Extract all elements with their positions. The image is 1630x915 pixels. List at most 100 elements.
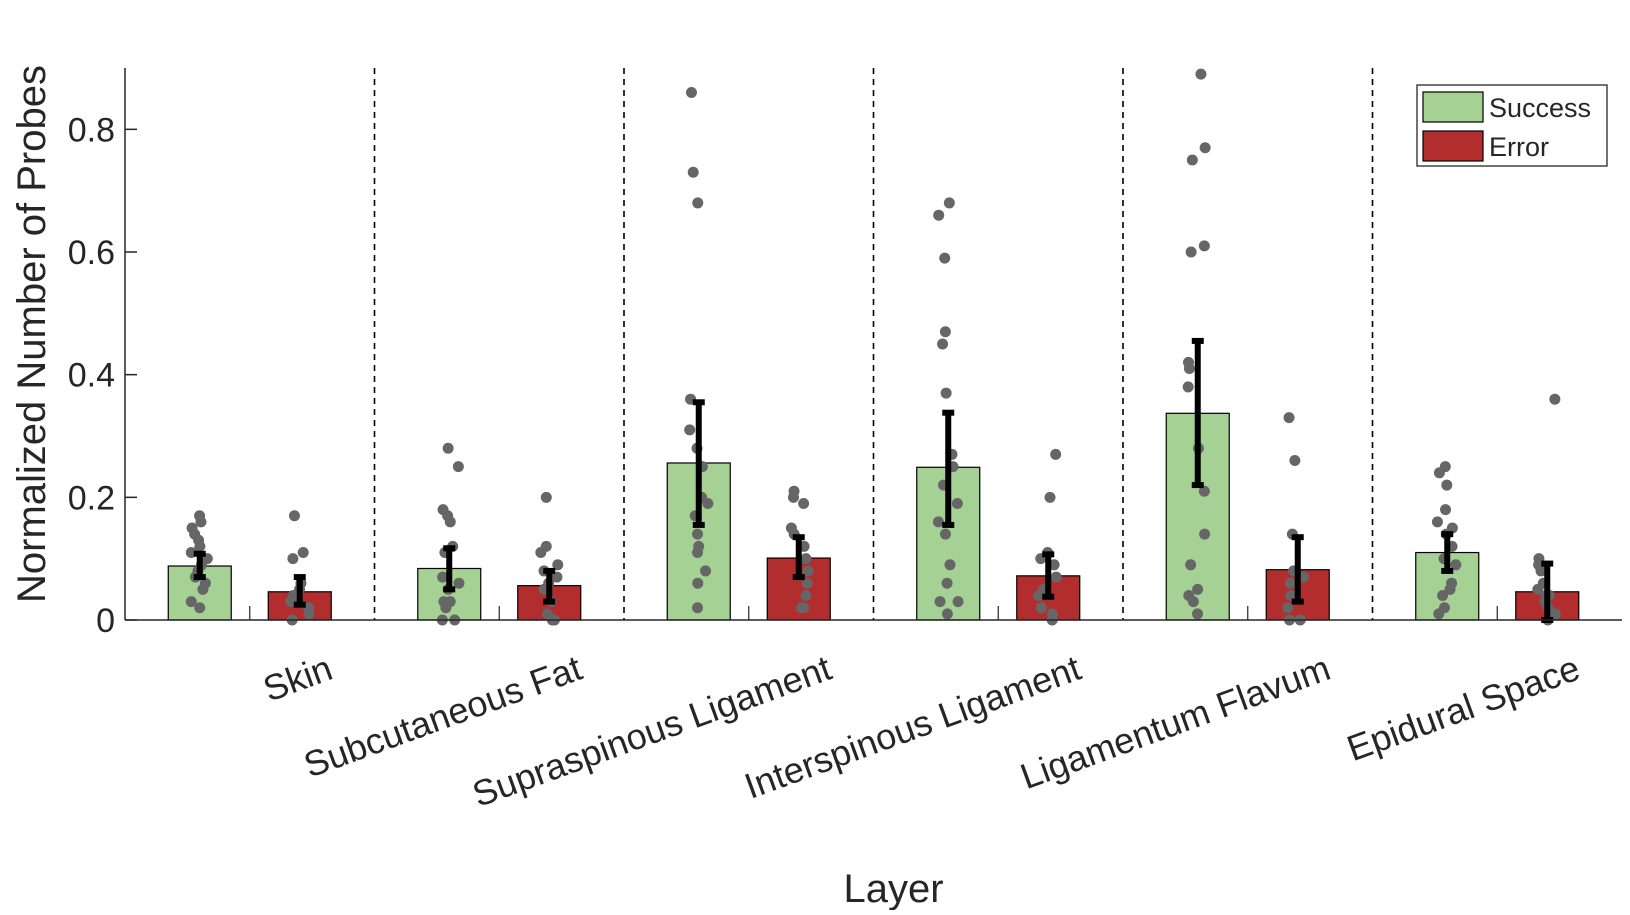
data-point [287, 553, 299, 565]
data-point [437, 571, 449, 583]
data-point [1549, 393, 1561, 405]
data-point [1192, 608, 1204, 620]
data-point [1289, 455, 1301, 467]
data-point [952, 596, 964, 608]
legend-swatch-success [1422, 91, 1484, 123]
data-point [692, 547, 704, 559]
data-point [297, 547, 309, 559]
errorbars-layer [193, 337, 1554, 623]
data-point [1198, 240, 1210, 252]
data-point [939, 252, 951, 264]
y-tick-label: 0 [96, 602, 115, 640]
data-point [1050, 448, 1062, 460]
data-point [1192, 583, 1204, 595]
y-tick-label: 0.8 [68, 111, 115, 149]
data-point [1186, 154, 1198, 166]
data-point [551, 571, 563, 583]
data-point [787, 491, 799, 503]
data-point [197, 583, 209, 595]
data-point [303, 608, 315, 620]
data-point [687, 166, 699, 178]
data-point [692, 528, 704, 540]
data-point [702, 497, 714, 509]
data-point [1549, 608, 1561, 620]
data-point [692, 577, 704, 589]
data-point [1198, 485, 1210, 497]
data-point [1182, 381, 1194, 393]
data-point [194, 540, 206, 552]
data-point [1535, 565, 1547, 577]
legend-swatch-error [1422, 130, 1484, 162]
data-point [1035, 602, 1047, 614]
data-point [1450, 559, 1462, 571]
data-point [195, 516, 207, 528]
data-point [939, 528, 951, 540]
data-point [1441, 479, 1453, 491]
data-point [700, 565, 712, 577]
data-point [944, 559, 956, 571]
x-tick-label: Skin [258, 647, 338, 709]
data-point [440, 602, 452, 614]
data-point [1532, 583, 1544, 595]
data-point [1433, 608, 1445, 620]
data-point [1187, 596, 1199, 608]
axes-layer [124, 68, 1622, 621]
legend: Success Error [1416, 84, 1608, 167]
data-point [1440, 504, 1452, 516]
data-point [288, 510, 300, 522]
data-point [800, 553, 812, 565]
data-point [194, 602, 206, 614]
data-point [453, 577, 465, 589]
data-point [943, 197, 955, 209]
category-separators [373, 68, 1374, 620]
data-point [1199, 528, 1211, 540]
data-point [285, 596, 297, 608]
data-point [934, 596, 946, 608]
data-point [941, 577, 953, 589]
data-point [535, 547, 547, 559]
data-point [1283, 412, 1295, 424]
x-axis-title: Layer [843, 867, 943, 910]
data-point [1444, 583, 1456, 595]
data-point [1431, 516, 1443, 528]
data-point [951, 497, 963, 509]
data-point [1195, 68, 1207, 80]
legend-label-error: Error [1489, 132, 1549, 162]
y-axis-title: Normalized Number of Probes [10, 65, 54, 603]
data-point [798, 497, 810, 509]
data-point [800, 589, 812, 601]
data-point [1433, 467, 1445, 479]
data-point [939, 326, 951, 338]
data-point [1183, 363, 1195, 375]
data-point [452, 461, 464, 473]
data-point [1298, 571, 1310, 583]
data-point [685, 87, 697, 99]
data-point [1282, 602, 1294, 614]
data-point [937, 338, 949, 350]
data-point [552, 559, 564, 571]
data-point [1437, 589, 1449, 601]
data-point [1033, 589, 1045, 601]
data-point [684, 424, 696, 436]
data-point [940, 387, 952, 399]
y-tick-label: 0.6 [68, 234, 115, 272]
data-point [1185, 559, 1197, 571]
legend-label-success: Success [1489, 93, 1591, 123]
y-tick-label: 0.4 [68, 357, 115, 395]
data-point [941, 608, 953, 620]
data-point [1284, 577, 1296, 589]
data-point [1048, 559, 1060, 571]
data-point [932, 516, 944, 528]
data-point [933, 209, 945, 221]
data-point [1044, 491, 1056, 503]
data-point [1285, 589, 1297, 601]
data-point [1185, 246, 1197, 258]
data-point [1050, 571, 1062, 583]
data-point [801, 577, 813, 589]
data-point [692, 602, 704, 614]
data-point [802, 565, 814, 577]
data-point [1199, 142, 1211, 154]
y-tick-label: 0.2 [68, 479, 115, 517]
